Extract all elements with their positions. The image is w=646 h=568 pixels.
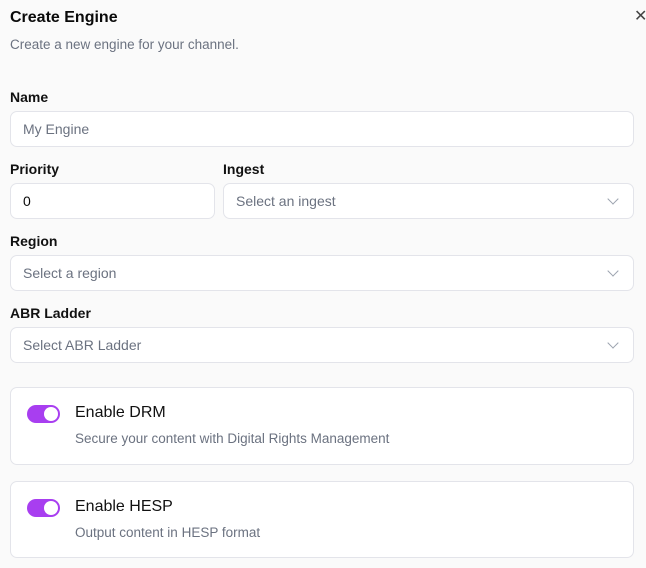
chevron-down-icon [607,337,619,349]
priority-label: Priority [10,161,60,177]
name-input[interactable]: My Engine [10,111,634,147]
drm-toggle[interactable] [27,405,60,423]
hesp-toggle[interactable] [27,499,60,517]
ingest-placeholder: Select an ingest [236,193,336,209]
name-placeholder: My Engine [23,121,90,137]
close-icon[interactable]: ✕ [634,8,646,25]
name-label: Name [10,89,49,105]
hesp-card: Enable HESP Output content in HESP forma… [10,481,634,558]
dialog-subtitle: Create a new engine for your channel. [10,37,239,52]
region-select[interactable]: Select a region [10,255,634,291]
drm-title: Enable DRM [75,404,166,421]
hesp-description: Output content in HESP format [75,525,261,540]
ingest-label: Ingest [223,161,265,177]
priority-input[interactable]: 0 [10,183,215,219]
drm-description: Secure your content with Digital Rights … [75,431,390,446]
drm-card: Enable DRM Secure your content with Digi… [10,387,634,465]
hesp-title: Enable HESP [75,498,173,515]
abr-select[interactable]: Select ABR Ladder [10,327,634,363]
priority-value: 0 [23,193,31,209]
toggle-knob [44,501,58,515]
toggle-knob [44,407,58,421]
abr-placeholder: Select ABR Ladder [23,337,142,353]
region-label: Region [10,233,58,249]
chevron-down-icon [607,265,619,277]
ingest-select[interactable]: Select an ingest [223,183,634,219]
chevron-down-icon [607,193,619,205]
abr-label: ABR Ladder [10,305,91,321]
region-placeholder: Select a region [23,265,117,281]
dialog-title: Create Engine [10,9,118,26]
